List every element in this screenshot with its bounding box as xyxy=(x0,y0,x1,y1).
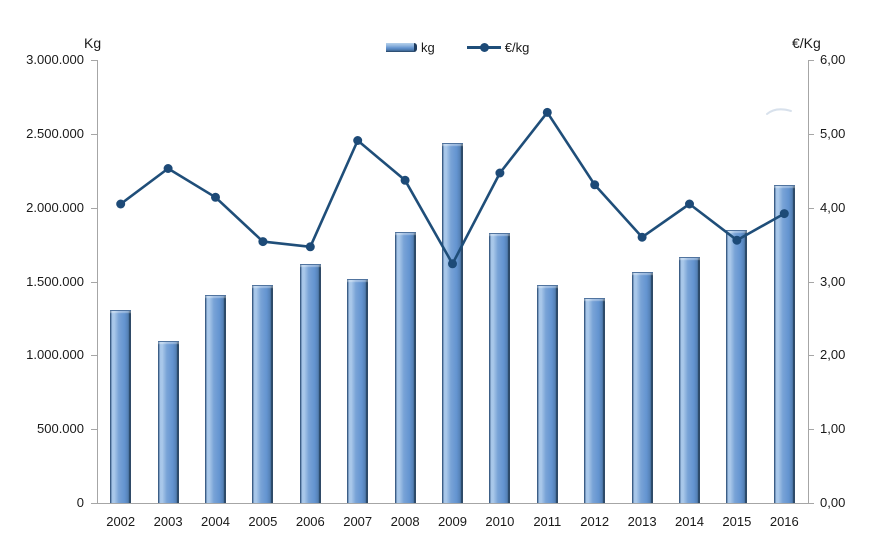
right-axis-tick xyxy=(808,207,814,209)
bar xyxy=(299,264,321,503)
left-axis-tick xyxy=(91,60,97,61)
right-axis-tick-label: 2,00 xyxy=(820,347,846,363)
left-axis-tick xyxy=(91,429,97,431)
right-axis-tick-label: 1,00 xyxy=(820,421,846,437)
bar xyxy=(584,298,606,503)
right-axis-tick-label: 6,00 xyxy=(820,52,846,67)
right-axis-title: €/Kg xyxy=(792,35,821,51)
right-axis-line xyxy=(808,60,809,504)
x-axis-label: 2006 xyxy=(295,514,325,529)
bar xyxy=(347,279,369,503)
line-series xyxy=(116,107,789,269)
bar xyxy=(631,271,653,503)
bar xyxy=(536,284,558,503)
right-axis-tick xyxy=(808,429,814,431)
left-axis-tick-label: 2.500.000 xyxy=(26,125,84,141)
right-axis-tick-label: 0,00 xyxy=(820,495,846,510)
bar xyxy=(726,230,748,503)
x-axis-label: 2013 xyxy=(627,514,657,529)
x-axis-label: 2014 xyxy=(675,514,704,529)
right-axis-tick xyxy=(808,60,814,61)
right-axis-tick-label: 3,00 xyxy=(820,273,846,289)
legend-item-kg: kg xyxy=(386,40,435,55)
bar xyxy=(110,310,132,503)
bar xyxy=(679,256,700,503)
x-axis-label: 2008 xyxy=(390,514,420,529)
line-path xyxy=(119,111,785,266)
line-marker xyxy=(779,209,789,219)
line-marker xyxy=(163,164,173,173)
right-axis-tick xyxy=(808,355,814,357)
legend-label-kg: kg xyxy=(421,40,435,55)
x-axis-label: 2015 xyxy=(722,514,752,529)
left-axis-tick xyxy=(91,133,97,135)
x-axis-label: 2011 xyxy=(533,514,562,529)
line-marker xyxy=(495,168,505,178)
line-marker xyxy=(637,232,647,242)
line-marker xyxy=(685,199,694,209)
legend-item-eur-kg: €/kg xyxy=(466,40,530,55)
left-axis-tick-label: 500.000 xyxy=(37,421,84,437)
left-axis-tick xyxy=(91,503,97,504)
line-marker xyxy=(400,175,410,185)
bar xyxy=(489,233,511,503)
x-axis-label: 2009 xyxy=(438,514,467,529)
right-axis-tick-label: 4,00 xyxy=(820,199,846,215)
line-marker xyxy=(542,107,552,117)
bar xyxy=(442,143,463,503)
left-axis-line xyxy=(97,60,98,504)
left-axis-tick-label: 0 xyxy=(76,495,84,510)
plot-area xyxy=(97,60,808,503)
legend-label-eur-kg: €/kg xyxy=(504,40,530,55)
artifact-smudge xyxy=(766,108,792,115)
left-axis-title: Kg xyxy=(84,35,102,51)
x-axis-label: 2004 xyxy=(201,514,230,529)
left-axis-tick-label: 1.500.000 xyxy=(26,273,84,289)
x-axis-label: 2002 xyxy=(106,514,136,529)
line-marker xyxy=(590,180,600,190)
x-axis-label: 2003 xyxy=(153,514,183,529)
bar-swatch-icon xyxy=(386,43,417,52)
x-axis-label: 2012 xyxy=(580,514,610,529)
right-axis-tick xyxy=(808,503,814,504)
left-axis-tick-label: 3.000.000 xyxy=(26,52,84,67)
right-axis-tick-label: 5,00 xyxy=(820,125,846,141)
x-axis-line xyxy=(97,503,809,504)
line-marker xyxy=(305,242,315,252)
bar xyxy=(157,341,179,503)
left-axis-tick-label: 2.000.000 xyxy=(26,199,84,215)
line-marker xyxy=(258,237,268,247)
line-marker xyxy=(211,192,220,202)
bar xyxy=(773,184,795,503)
left-axis-tick xyxy=(91,355,97,357)
line-swatch-icon xyxy=(466,43,501,52)
line-marker xyxy=(353,136,363,145)
left-axis-tick xyxy=(91,281,97,283)
line-marker xyxy=(732,235,742,245)
line-marker xyxy=(116,199,126,209)
x-axis-label: 2005 xyxy=(248,514,278,529)
right-axis-tick xyxy=(808,133,814,135)
x-axis-label: 2007 xyxy=(343,514,373,529)
bar xyxy=(205,295,226,503)
right-axis-tick xyxy=(808,281,814,283)
x-axis-label: 2010 xyxy=(485,514,515,529)
left-axis-tick xyxy=(91,207,97,209)
bar xyxy=(394,231,416,503)
x-axis-label: 2016 xyxy=(769,514,799,529)
bar xyxy=(252,284,274,503)
line-marker xyxy=(448,259,457,269)
left-axis-tick-label: 1.000.000 xyxy=(26,347,84,363)
legend: kg €/kg xyxy=(386,40,529,55)
